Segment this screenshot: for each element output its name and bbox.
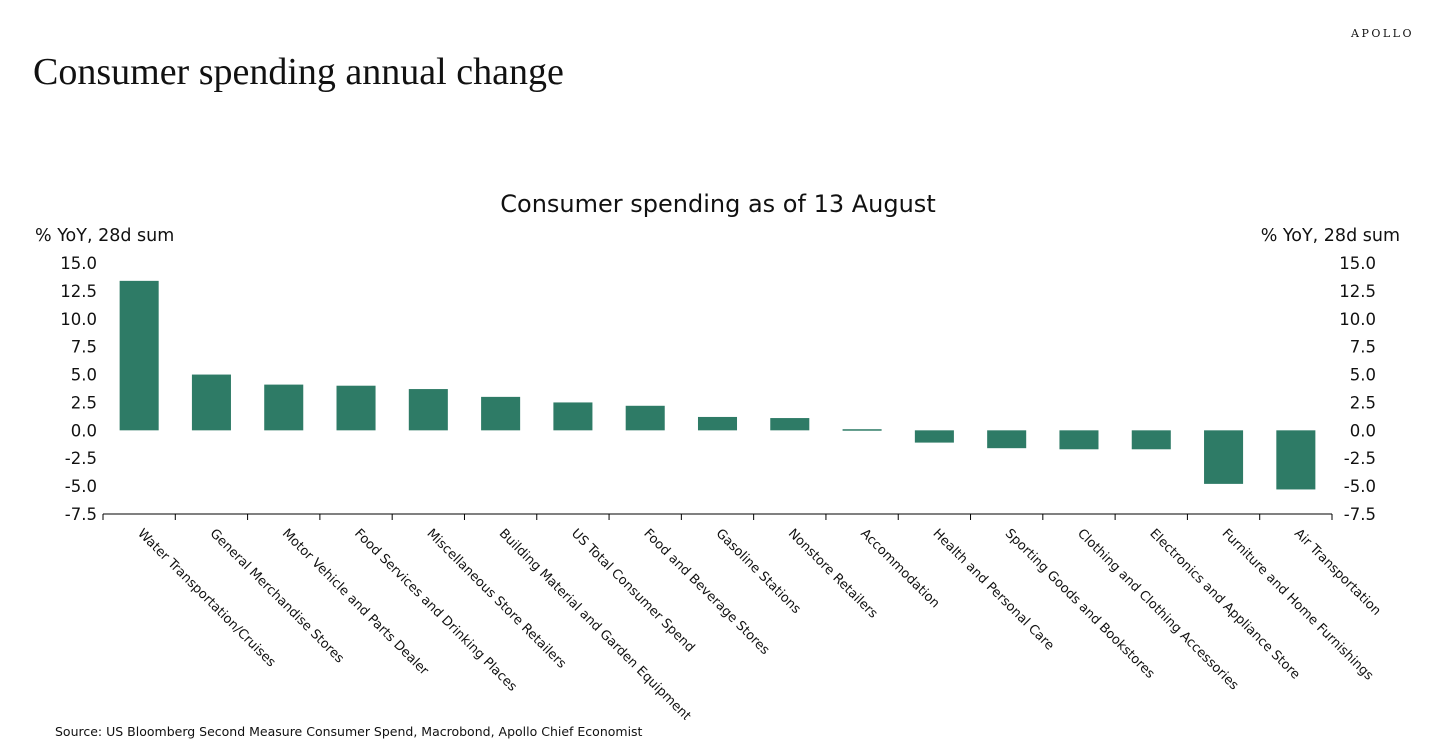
bar xyxy=(408,389,448,431)
x-tick-label: Sporting Goods and Bookstores xyxy=(1002,526,1158,682)
y-axis-label-right: % YoY, 28d sum xyxy=(1261,226,1400,246)
bar xyxy=(191,374,231,431)
y-tick-label-left: 5.0 xyxy=(71,366,97,385)
x-tick-label: Electronics and Appliance Store xyxy=(1146,526,1302,682)
y-tick-label-right: 2.5 xyxy=(1350,393,1376,412)
x-tick-label: Food and Beverage Stores xyxy=(640,526,772,658)
y-tick-label-right: -7.5 xyxy=(1344,505,1376,524)
x-tick-label: General Merchandise Stores xyxy=(207,526,347,666)
y-tick-label-right: -2.5 xyxy=(1344,449,1376,468)
bar xyxy=(1276,430,1316,490)
bar xyxy=(914,430,954,443)
x-tick-label: Miscellaneous Store Retailers xyxy=(423,526,569,672)
bar xyxy=(842,429,882,431)
bar-chart: Consumer spending as of 13 August % YoY,… xyxy=(35,190,1400,720)
y-tick-label-right: 0.0 xyxy=(1350,421,1376,440)
y-axis-left: 15.0 12.5 10.0 7.5 5.0 2.5 0.0 -2.5 -5.0 -7.5 xyxy=(60,254,97,524)
y-tick-label-right: 15.0 xyxy=(1339,254,1376,273)
chart-title: Consumer spending as of 13 August xyxy=(500,190,935,218)
x-tick-label: US Total Consumer Spend xyxy=(568,526,697,655)
y-tick-label-left: 0.0 xyxy=(71,421,97,440)
y-tick-label-right: 12.5 xyxy=(1339,282,1376,301)
y-tick-label-left: 10.0 xyxy=(60,310,97,329)
bar xyxy=(264,384,304,431)
x-tick-label: Clothing and Clothing Accessories xyxy=(1074,526,1241,693)
brand-logo: APOLLO xyxy=(1351,27,1414,40)
bar xyxy=(553,402,593,431)
y-tick-label-left: 2.5 xyxy=(71,393,97,412)
y-tick-label-right: 5.0 xyxy=(1350,366,1376,385)
source-note: Source: US Bloomberg Second Measure Cons… xyxy=(55,724,643,739)
y-tick-label-left: -5.0 xyxy=(65,477,97,496)
x-tick-label: Food Services and Drinking Places xyxy=(351,526,520,695)
y-axis-label-left: % YoY, 28d sum xyxy=(35,226,174,246)
y-tick-label-left: -7.5 xyxy=(65,505,97,524)
bar xyxy=(987,430,1027,449)
y-tick-label-right: -5.0 xyxy=(1344,477,1376,496)
bar xyxy=(336,385,376,431)
y-tick-label-left: 15.0 xyxy=(60,254,97,273)
bar xyxy=(119,280,159,431)
bars-group xyxy=(119,280,1316,490)
bar xyxy=(1059,430,1099,450)
y-tick-label-left: -2.5 xyxy=(65,449,97,468)
bar xyxy=(625,405,665,431)
bar xyxy=(1204,430,1244,484)
y-tick-label-right: 7.5 xyxy=(1350,338,1376,357)
page-title: Consumer spending annual change xyxy=(33,51,564,93)
x-tick-label: Water Transportation/Cruises xyxy=(134,526,278,670)
x-tick-label: Health and Personal Care xyxy=(930,526,1057,653)
bar xyxy=(481,396,521,431)
x-tick-label: Accommodation xyxy=(857,526,942,611)
x-tick-label: Furniture and Home Furnishings xyxy=(1219,526,1376,683)
y-axis-right: 15.0 12.5 10.0 7.5 5.0 2.5 0.0 -2.5 -5.0 -7.5 xyxy=(1339,254,1376,524)
y-tick-label-left: 7.5 xyxy=(71,338,97,357)
x-tick-label: Motor Vehicle and Parts Dealer xyxy=(279,526,432,679)
bar xyxy=(1131,430,1171,450)
bar xyxy=(770,418,810,431)
bar xyxy=(697,416,738,431)
y-tick-label-right: 10.0 xyxy=(1339,310,1376,329)
y-tick-label-left: 12.5 xyxy=(60,282,97,301)
